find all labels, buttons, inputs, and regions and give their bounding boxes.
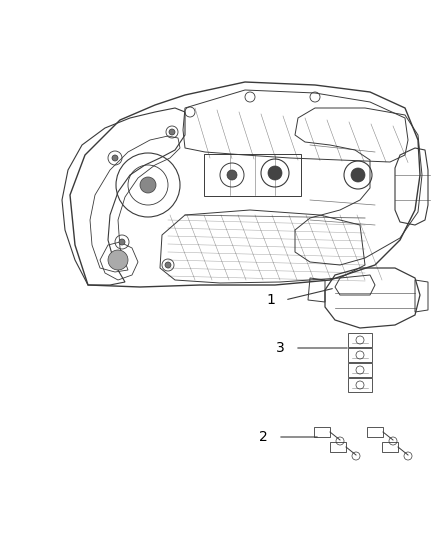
Text: 1: 1 <box>266 293 275 307</box>
Circle shape <box>165 262 171 268</box>
Circle shape <box>119 239 125 245</box>
Text: 2: 2 <box>259 430 268 444</box>
Circle shape <box>112 155 118 161</box>
Circle shape <box>169 129 175 135</box>
Circle shape <box>351 168 365 182</box>
Circle shape <box>227 170 237 180</box>
Circle shape <box>108 250 128 270</box>
Text: 3: 3 <box>276 341 285 355</box>
Circle shape <box>140 177 156 193</box>
Circle shape <box>268 166 282 180</box>
